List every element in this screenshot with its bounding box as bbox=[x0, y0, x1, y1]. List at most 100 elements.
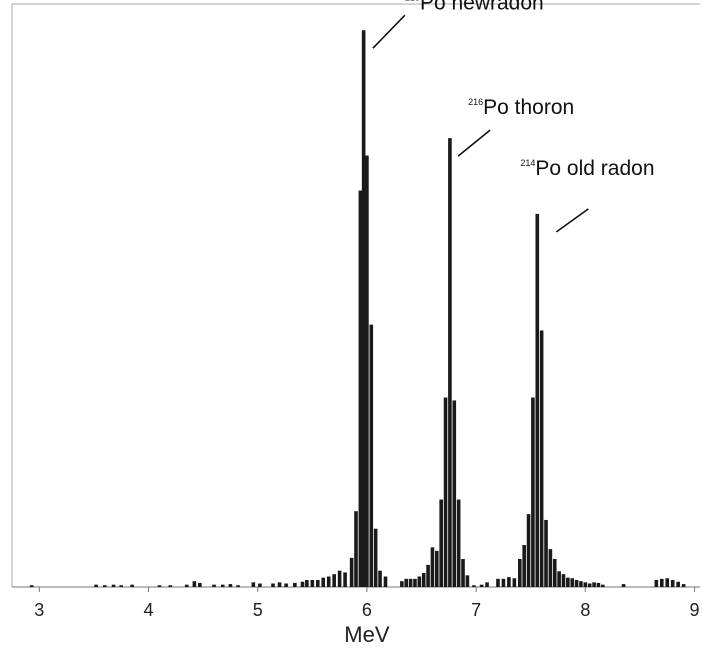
spectrum-bar bbox=[228, 584, 233, 587]
spectrum-bar bbox=[192, 581, 197, 587]
spectrum-bar bbox=[526, 514, 531, 588]
x-axis-label: MeV bbox=[344, 622, 390, 647]
isotope-name: Po thoron bbox=[483, 96, 574, 119]
isotope-mass-superscript: 216 bbox=[468, 97, 483, 107]
spectrum-bar bbox=[426, 564, 430, 587]
isotope-name: Po newradon bbox=[420, 0, 544, 14]
spectrum-bar bbox=[29, 585, 34, 587]
spectrum-bar bbox=[271, 583, 275, 587]
spectrum-bars bbox=[29, 30, 686, 588]
spectrum-bar bbox=[501, 578, 506, 587]
spectrum-bar bbox=[601, 584, 605, 587]
annotation-leader-line bbox=[555, 208, 589, 233]
spectrum-bar bbox=[361, 30, 366, 588]
spectrum-bar bbox=[119, 585, 124, 587]
spectrum-bar bbox=[103, 585, 107, 587]
spectrum-bar bbox=[349, 557, 354, 587]
spectrum-bar bbox=[592, 582, 596, 587]
spectrum-bar bbox=[552, 559, 557, 587]
spectrum-bar bbox=[548, 549, 553, 587]
spectrum-bar bbox=[448, 138, 452, 587]
spectrum-bar bbox=[670, 580, 675, 587]
spectrum-bar bbox=[596, 582, 601, 587]
spectrum-bar bbox=[315, 580, 320, 587]
spectrum-bar bbox=[472, 585, 476, 587]
spectrum-bar bbox=[430, 547, 435, 587]
spectrum-bar bbox=[507, 577, 511, 587]
spectrum-bar bbox=[354, 511, 358, 587]
spectrum-bar bbox=[439, 499, 443, 587]
x-tick-label: 7 bbox=[471, 600, 481, 620]
spectrum-bar bbox=[310, 580, 315, 587]
spectrum-bar bbox=[539, 330, 544, 587]
spectrum-bar bbox=[284, 583, 288, 587]
spectrum-bar bbox=[654, 580, 659, 587]
spectrum-bar bbox=[574, 580, 579, 587]
peak-annotation-label: 216Po thoron bbox=[468, 96, 574, 119]
spectrum-bar bbox=[277, 582, 282, 587]
spectrum-bar bbox=[544, 519, 548, 587]
spectrum-bar bbox=[326, 576, 331, 587]
spectrum-bar bbox=[479, 584, 484, 587]
spectrum-bar bbox=[566, 577, 570, 587]
spectrum-bar bbox=[485, 582, 489, 587]
spectrum-bar bbox=[343, 572, 347, 587]
spectrum-bar bbox=[130, 584, 134, 587]
spectrum-bar bbox=[404, 578, 409, 587]
spectrum-bar bbox=[94, 584, 98, 587]
spectrum-bar bbox=[378, 570, 382, 587]
peak-annotation-label: 218Po newradon bbox=[405, 0, 544, 14]
x-axis-ticks: 3 4 5 6 7 8 9 bbox=[34, 587, 700, 620]
spectrum-bar bbox=[518, 559, 522, 587]
x-tick-label: 8 bbox=[580, 600, 590, 620]
x-tick-label: 3 bbox=[34, 600, 44, 620]
spectrum-bar bbox=[512, 578, 517, 587]
spectrum-bar bbox=[452, 400, 457, 587]
spectrum-bar bbox=[383, 576, 388, 587]
spectrum-bar bbox=[220, 584, 225, 587]
annotation-leader-line bbox=[372, 14, 406, 49]
x-tick-label: 6 bbox=[362, 600, 372, 620]
spectrum-bar bbox=[332, 574, 336, 587]
spectrum-bar bbox=[198, 582, 202, 587]
spectrum-bar bbox=[369, 324, 374, 587]
spectrum-bar bbox=[443, 397, 448, 587]
spectrum-bar bbox=[157, 585, 162, 587]
spectrum-bar bbox=[561, 574, 566, 587]
spectrum-bar bbox=[321, 577, 326, 587]
x-tick-label: 9 bbox=[690, 600, 700, 620]
spectrum-bar bbox=[531, 397, 535, 587]
isotope-name: Po old radon bbox=[535, 157, 654, 180]
spectrum-bar bbox=[461, 559, 465, 587]
spectrum-bar bbox=[236, 585, 240, 587]
annotation-leader-line bbox=[457, 129, 491, 157]
peak-annotation-label: 214Po old radon bbox=[520, 157, 654, 180]
spectrum-bar bbox=[435, 550, 439, 587]
spectrum-bar bbox=[621, 584, 626, 587]
spectrum-bar bbox=[522, 545, 526, 587]
spectrum-bar bbox=[557, 571, 561, 587]
spectrum-bar bbox=[408, 578, 413, 587]
x-tick-label: 5 bbox=[253, 600, 263, 620]
spectrum-bar bbox=[184, 584, 189, 587]
spectrum-bar bbox=[535, 213, 540, 587]
spectrum-bar bbox=[456, 499, 461, 587]
spectrum-bar bbox=[583, 582, 588, 587]
spectrum-bar bbox=[337, 570, 342, 587]
spectrum-bar bbox=[665, 578, 670, 587]
spectrum-bar bbox=[496, 578, 500, 587]
spectrum-bar bbox=[417, 576, 422, 587]
spectrum-bar bbox=[168, 585, 173, 587]
spectrum-bar bbox=[587, 583, 592, 587]
isotope-mass-superscript: 214 bbox=[520, 158, 535, 168]
spectrum-bar bbox=[305, 580, 309, 587]
x-tick-label: 4 bbox=[144, 600, 154, 620]
spectrum-bar bbox=[300, 581, 305, 587]
spectrum-bar bbox=[570, 578, 575, 587]
spectrum-bar bbox=[111, 584, 116, 587]
spectrum-bar bbox=[293, 582, 297, 587]
isotope-mass-superscript: 218 bbox=[405, 0, 420, 2]
spectrum-bar bbox=[365, 155, 369, 587]
